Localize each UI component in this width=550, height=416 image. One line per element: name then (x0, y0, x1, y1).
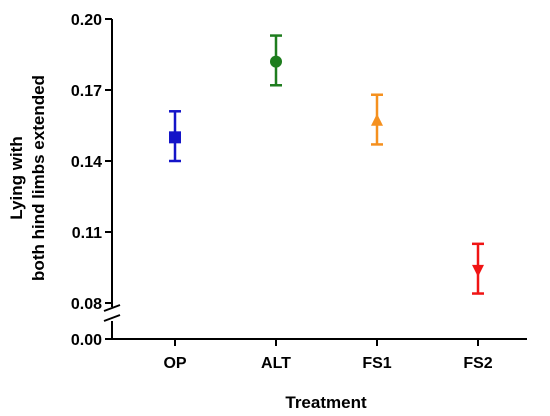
y-tick-label: 0.14 (71, 154, 102, 171)
y-tick-label: 0.08 (71, 296, 102, 313)
x-axis-title: Treatment (285, 393, 367, 412)
triangle-down-marker (472, 264, 484, 277)
data-point-fs1 (371, 93, 383, 146)
data-point-fs2 (472, 242, 484, 295)
x-tick-label: FS1 (362, 355, 391, 372)
circle-marker (270, 55, 282, 68)
x-tick-label: FS2 (463, 355, 492, 372)
data-point-alt (270, 34, 282, 87)
triangle-up-marker (371, 113, 383, 126)
y-axis-title-line-1: Lying with (7, 136, 26, 219)
x-tick-label: ALT (261, 355, 291, 372)
y-axis-title-line-2: both hind limbs extended (29, 75, 48, 281)
y-tick-label: 0.20 (71, 12, 102, 29)
y-tick-label: 0.00 (71, 332, 102, 349)
x-ticks: OP ALT FS1 FS2 (163, 339, 493, 372)
y-tick-label: 0.11 (72, 225, 102, 242)
x-tick-label: OP (163, 355, 186, 372)
y-axis-title: Lying with both hind limbs extended (7, 75, 48, 281)
axis-break-mark (103, 314, 121, 322)
y-ticks: 0.08 0.11 0.14 0.17 0.20 0.00 (71, 12, 112, 349)
data-point-op (169, 110, 181, 163)
series (169, 34, 484, 295)
y-tick-label: 0.17 (71, 83, 102, 100)
square-marker (169, 131, 181, 144)
axes (103, 19, 527, 340)
axis-break-mark (103, 304, 121, 312)
